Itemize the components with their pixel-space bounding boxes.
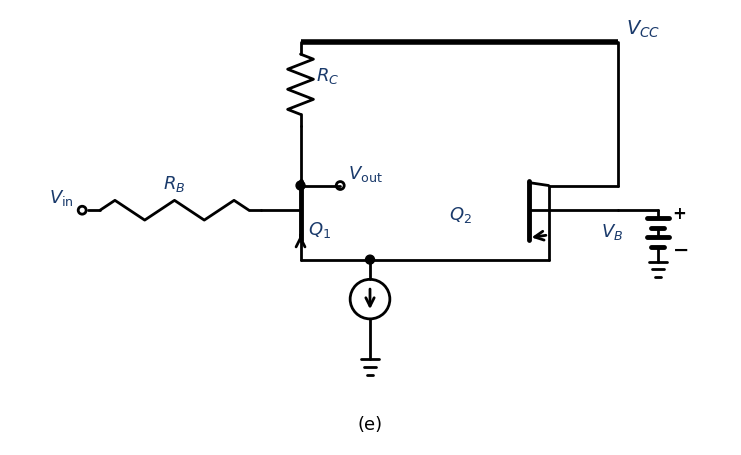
Text: $Q_2$: $Q_2$ xyxy=(449,205,472,225)
Text: (e): (e) xyxy=(357,415,382,434)
Text: $R_C$: $R_C$ xyxy=(316,66,339,86)
Text: $V_{\rm in}$: $V_{\rm in}$ xyxy=(50,188,74,208)
Circle shape xyxy=(296,181,305,190)
Text: $V_B$: $V_B$ xyxy=(601,222,623,243)
Text: $R_B$: $R_B$ xyxy=(163,174,186,194)
Circle shape xyxy=(365,255,374,264)
Text: $V_{\rm out}$: $V_{\rm out}$ xyxy=(348,163,383,183)
Text: $V_{CC}$: $V_{CC}$ xyxy=(626,19,660,40)
Text: +: + xyxy=(673,205,687,223)
Text: −: − xyxy=(673,241,689,260)
Text: $Q_1$: $Q_1$ xyxy=(308,220,331,240)
